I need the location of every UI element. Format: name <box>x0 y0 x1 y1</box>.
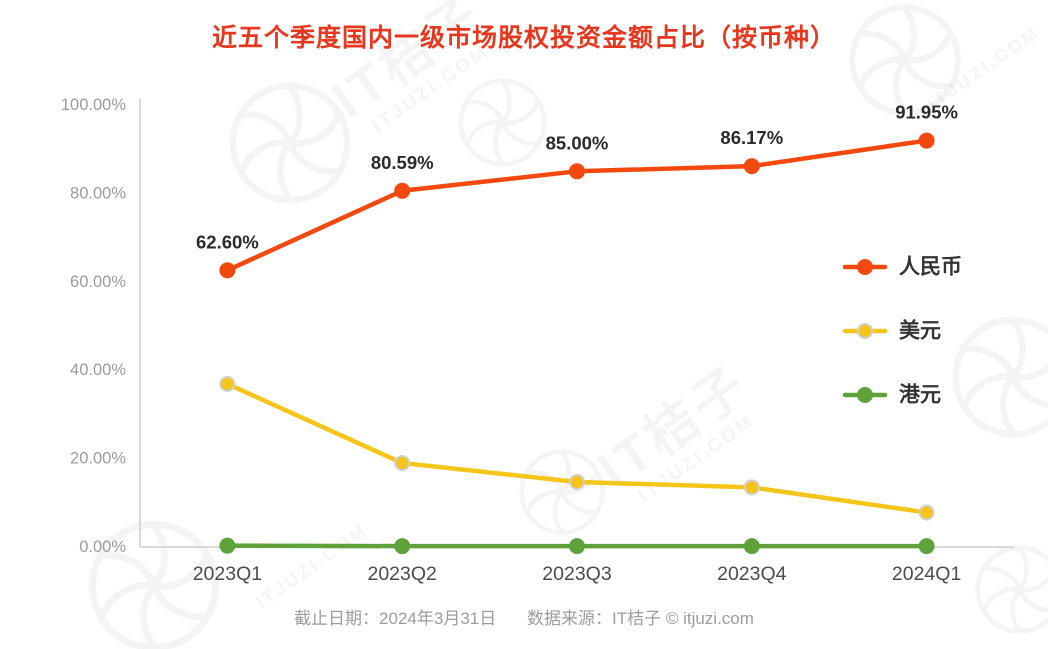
series-point <box>394 182 411 199</box>
series-point <box>743 158 760 175</box>
chart-title: 近五个季度国内一级市场股权投资金额占比（按币种） <box>211 24 836 52</box>
footer-date: 截止日期：2024年3月31日 <box>294 609 497 628</box>
series-point <box>918 538 935 555</box>
series-point <box>219 262 236 279</box>
chart-footer: 截止日期：2024年3月31日 数据来源：IT桔子 © itjuzi.com <box>0 604 1048 629</box>
series-point <box>569 538 585 555</box>
point-label: 85.00% <box>546 132 609 153</box>
footer-source: 数据来源：IT桔子 © itjuzi.com <box>526 609 754 628</box>
legend-swatch-dot <box>857 387 873 403</box>
series-point <box>743 538 760 555</box>
series-point <box>569 474 585 491</box>
legend-swatch-dot <box>857 259 873 275</box>
point-label: 86.17% <box>720 127 783 148</box>
series-line-0 <box>225 138 929 273</box>
legend-swatch-dot <box>857 323 873 339</box>
x-tick-label: 2023Q1 <box>193 563 262 585</box>
y-tick-label: 100.00% <box>61 96 126 114</box>
point-label: 62.60% <box>196 231 259 252</box>
series-line-1 <box>225 381 929 515</box>
legend-label: 美元 <box>899 319 941 343</box>
x-tick-label: 2023Q3 <box>542 563 611 585</box>
y-tick-label: 80.00% <box>70 184 126 202</box>
x-tick-label: 2024Q1 <box>892 563 961 585</box>
series-point <box>743 479 760 496</box>
y-tick-label: 20.00% <box>70 450 126 468</box>
x-tick-label: 2023Q2 <box>367 563 436 585</box>
legend-label: 人民币 <box>899 256 962 279</box>
series-point <box>219 375 236 392</box>
series-point <box>394 455 411 472</box>
series-point <box>918 504 935 521</box>
x-tick-label: 2023Q4 <box>717 563 787 585</box>
series-point <box>918 132 935 149</box>
series-point <box>569 163 585 180</box>
series-point <box>219 537 236 554</box>
point-label: 91.95% <box>895 102 958 123</box>
y-tick-label: 40.00% <box>70 361 126 379</box>
legend-label: 港元 <box>899 383 941 407</box>
y-tick-label: 0.00% <box>79 538 126 556</box>
y-tick-label: 60.00% <box>70 273 126 291</box>
point-label: 80.59% <box>371 152 434 173</box>
series-point <box>394 538 411 555</box>
